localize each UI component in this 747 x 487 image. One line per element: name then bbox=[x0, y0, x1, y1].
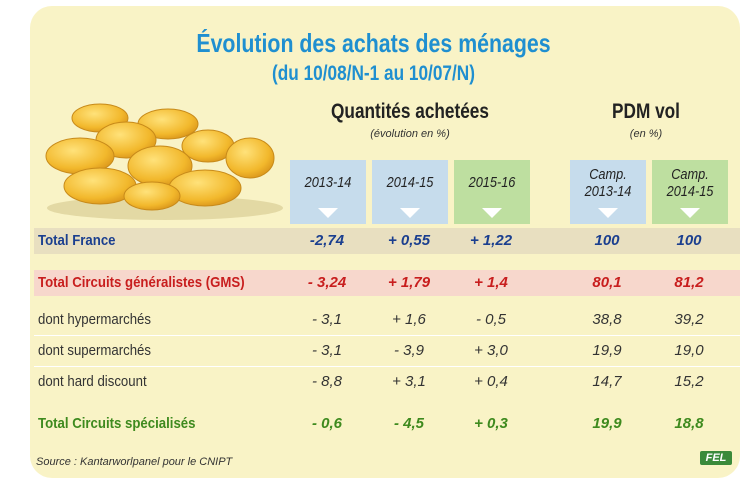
table-cell: - 4,5 bbox=[393, 415, 424, 432]
table-cell: + 1,22 bbox=[469, 232, 513, 249]
row-label: dont supermarchés bbox=[38, 342, 151, 359]
group-subtitle-pdm: (en %) bbox=[629, 128, 663, 140]
potato-shape bbox=[168, 169, 242, 207]
potato-shape bbox=[123, 181, 181, 211]
table-cell: -2,74 bbox=[309, 232, 345, 249]
column-label: 2014-15 bbox=[386, 174, 434, 191]
row-label: Total Circuits généralistes (GMS) bbox=[38, 274, 245, 291]
table-cell: + 3,0 bbox=[474, 342, 508, 359]
table-cell: 19,9 bbox=[592, 342, 622, 359]
table-cell: - 3,1 bbox=[311, 342, 342, 359]
table-cell: + 0,3 bbox=[474, 415, 508, 432]
group-subtitle-quantites: (évolution en %) bbox=[370, 128, 450, 140]
table-cell: + 1,6 bbox=[392, 311, 426, 328]
column-header: Camp. 2013-14 bbox=[570, 160, 646, 224]
column-label-line1: Camp. bbox=[671, 166, 709, 183]
arrow-down-icon bbox=[680, 208, 700, 218]
page-title: Évolution des achats des ménages bbox=[196, 28, 551, 58]
table-cell: 39,2 bbox=[674, 311, 704, 328]
table-row: Total Circuits spécialisés - 0,6 - 4,5 +… bbox=[34, 411, 740, 437]
column-header: 2013-14 bbox=[290, 160, 366, 224]
source-note: Source : Kantarworlpanel pour le CNIPT bbox=[36, 456, 233, 468]
table-cell: + 0,55 bbox=[387, 232, 431, 249]
page-subtitle: (du 10/08/N-1 au 10/07/N) bbox=[272, 62, 475, 85]
arrow-down-icon bbox=[400, 208, 420, 218]
arrow-down-icon bbox=[318, 208, 338, 218]
potato-shape bbox=[225, 137, 275, 179]
column-label: 2015-16 bbox=[468, 174, 516, 191]
row-divider bbox=[34, 366, 740, 367]
table-cell: - 3,24 bbox=[307, 274, 347, 291]
table-row: dont supermarchés - 3,1 - 3,9 + 3,0 19,9… bbox=[34, 338, 740, 364]
column-label-line1: Camp. bbox=[589, 166, 627, 183]
table-cell: 100 bbox=[676, 232, 702, 249]
table-row: dont hypermarchés - 3,1 + 1,6 - 0,5 38,8… bbox=[34, 307, 740, 333]
row-label: dont hard discount bbox=[38, 373, 147, 390]
table-cell: 19,0 bbox=[674, 342, 704, 359]
row-label: dont hypermarchés bbox=[38, 311, 151, 328]
table-cell: 18,8 bbox=[674, 415, 704, 432]
column-label-line2: 2013-14 bbox=[584, 183, 632, 200]
row-divider bbox=[34, 335, 740, 336]
table-cell: 15,2 bbox=[674, 373, 704, 390]
table-cell: 100 bbox=[594, 232, 620, 249]
table-cell: 81,2 bbox=[674, 274, 704, 291]
column-label-line2: 2014-15 bbox=[666, 183, 714, 200]
table-cell: 19,9 bbox=[592, 415, 622, 432]
table-cell: 14,7 bbox=[592, 373, 622, 390]
table-row: dont hard discount - 8,8 + 3,1 + 0,4 14,… bbox=[34, 369, 740, 395]
group-title-quantites: Quantités achetées bbox=[331, 100, 489, 123]
column-header: Camp. 2014-15 bbox=[652, 160, 728, 224]
table-row: Total Circuits généralistes (GMS) - 3,24… bbox=[34, 270, 740, 296]
column-header: 2015-16 bbox=[454, 160, 530, 224]
table-cell: 38,8 bbox=[592, 311, 622, 328]
table-cell: + 3,1 bbox=[392, 373, 426, 390]
arrow-down-icon bbox=[482, 208, 502, 218]
table-cell: - 0,6 bbox=[311, 415, 342, 432]
table-cell: + 1,4 bbox=[474, 274, 508, 291]
arrow-down-icon bbox=[598, 208, 618, 218]
group-title-pdm: PDM vol bbox=[612, 100, 680, 123]
row-label: Total Circuits spécialisés bbox=[38, 415, 196, 432]
column-header: 2014-15 bbox=[372, 160, 448, 224]
table-cell: + 0,4 bbox=[474, 373, 508, 390]
table-cell: - 8,8 bbox=[311, 373, 342, 390]
table-cell: - 3,9 bbox=[393, 342, 424, 359]
table-cell: - 0,5 bbox=[475, 311, 506, 328]
column-label: 2013-14 bbox=[304, 174, 352, 191]
publisher-logo: FEL bbox=[700, 451, 732, 465]
table-cell: - 3,1 bbox=[311, 311, 342, 328]
table-cell: 80,1 bbox=[592, 274, 622, 291]
table-row: Total France -2,74 + 0,55 + 1,22 100 100 bbox=[34, 228, 740, 254]
table-cell: + 1,79 bbox=[387, 274, 431, 291]
potatoes-illustration bbox=[45, 103, 283, 220]
row-label: Total France bbox=[38, 232, 116, 249]
